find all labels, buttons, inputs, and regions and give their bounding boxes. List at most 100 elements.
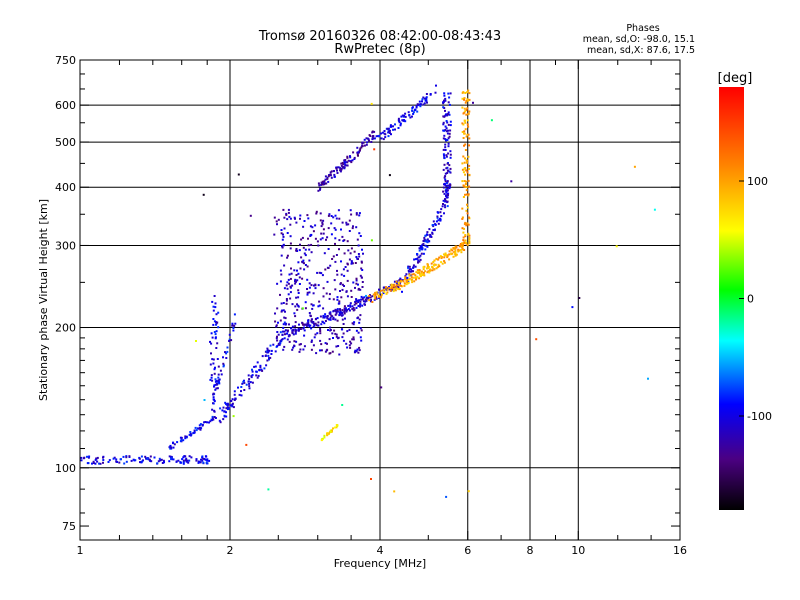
data-point <box>294 330 297 333</box>
data-point <box>448 253 451 256</box>
data-point <box>217 373 220 376</box>
data-point <box>323 180 326 183</box>
data-point <box>301 236 304 239</box>
data-point <box>335 254 338 256</box>
data-point <box>281 246 284 249</box>
x-tick-label: 4 <box>377 544 384 557</box>
data-point <box>335 167 338 170</box>
data-point <box>467 133 470 136</box>
data-point <box>338 300 341 303</box>
data-point <box>332 318 335 321</box>
data-point <box>182 439 185 442</box>
data-point <box>267 354 270 357</box>
data-point <box>436 266 439 269</box>
data-point <box>360 329 363 332</box>
data-point <box>316 317 319 320</box>
data-point <box>386 127 389 130</box>
data-point <box>302 225 305 228</box>
data-point <box>217 311 220 314</box>
data-point <box>141 460 144 463</box>
data-point <box>389 289 392 292</box>
data-point <box>225 352 228 355</box>
data-point <box>451 249 454 252</box>
data-point <box>308 248 311 251</box>
data-point <box>342 323 345 325</box>
data-point <box>461 217 464 220</box>
data-point <box>445 196 448 199</box>
data-point <box>459 249 462 251</box>
data-point <box>214 336 217 339</box>
data-point <box>241 382 244 385</box>
data-point <box>340 164 343 167</box>
data-point <box>213 400 216 403</box>
data-point <box>305 323 308 326</box>
data-point <box>122 455 125 458</box>
data-point <box>328 318 331 321</box>
data-point <box>195 340 197 342</box>
data-point <box>371 295 374 298</box>
data-point <box>280 229 283 231</box>
data-point <box>330 222 333 225</box>
data-point <box>430 262 433 265</box>
data-point <box>422 240 425 242</box>
data-point <box>337 166 340 169</box>
data-point <box>218 378 221 381</box>
data-point <box>297 305 300 308</box>
data-point <box>463 144 465 147</box>
data-point <box>80 459 83 462</box>
data-point <box>290 327 292 330</box>
data-point <box>173 443 176 446</box>
data-point <box>411 278 414 281</box>
data-point <box>438 265 441 268</box>
data-point <box>248 382 251 385</box>
data-point <box>354 300 357 303</box>
data-point <box>329 326 332 329</box>
data-point <box>96 456 99 459</box>
data-point <box>404 112 407 115</box>
data-point <box>390 285 393 288</box>
data-point <box>413 258 416 261</box>
data-point <box>350 261 353 264</box>
data-point <box>442 186 445 189</box>
data-point <box>160 458 163 461</box>
data-point <box>364 298 367 301</box>
data-point <box>302 246 305 249</box>
data-point <box>287 211 290 214</box>
data-point <box>445 495 448 498</box>
data-point <box>459 243 462 245</box>
data-point <box>393 280 396 283</box>
data-point <box>301 277 304 280</box>
data-point <box>578 297 581 299</box>
chart-subtitle: RwPretec (8p) <box>334 42 425 57</box>
data-point <box>358 214 361 217</box>
data-point <box>279 342 282 345</box>
data-point <box>388 174 391 177</box>
data-point <box>189 432 192 435</box>
data-point <box>351 305 354 308</box>
data-point <box>337 209 340 212</box>
data-point <box>447 101 450 104</box>
data-point <box>462 155 465 158</box>
data-point <box>466 107 469 110</box>
data-point <box>444 178 447 181</box>
data-point <box>287 293 290 296</box>
data-point <box>332 316 335 319</box>
data-point <box>182 459 185 462</box>
data-point <box>318 304 321 307</box>
data-point <box>443 100 445 103</box>
x-tick-label: 10 <box>571 544 585 557</box>
data-point <box>212 305 215 308</box>
data-point <box>336 169 338 172</box>
data-point <box>359 147 362 150</box>
data-point <box>432 220 435 223</box>
data-point <box>407 265 410 268</box>
data-point <box>468 240 471 243</box>
data-point <box>213 368 216 371</box>
data-point <box>266 359 269 362</box>
data-point <box>417 261 419 264</box>
data-point <box>382 292 385 295</box>
x-axis-label: Frequency [MHz] <box>334 557 426 570</box>
data-point <box>176 441 179 444</box>
data-point <box>431 232 434 235</box>
data-point <box>162 459 165 462</box>
